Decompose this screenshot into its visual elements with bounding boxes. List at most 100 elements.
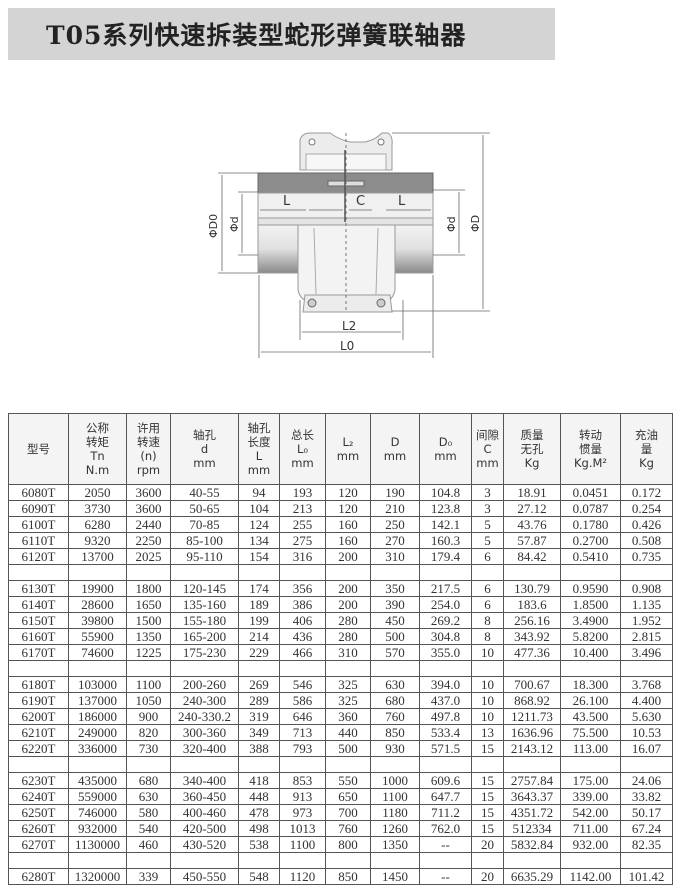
table-cell: 0.908	[620, 580, 673, 597]
column-header-line: L	[255, 449, 263, 463]
column-header: 转动 惯量 Kg.M²	[560, 413, 621, 485]
table-cell: 730	[126, 740, 171, 757]
column-header: 总长 L₀ mm	[279, 413, 326, 485]
table-cell: 450	[370, 612, 420, 629]
table-cell: 586	[279, 692, 326, 709]
table-cell: 142.1	[419, 516, 472, 533]
model-cell: 6080T	[8, 484, 69, 501]
table-cell: 200	[325, 596, 371, 613]
table-cell: 190	[370, 484, 420, 501]
empty-cell	[419, 852, 472, 869]
table-cell: 680	[370, 692, 420, 709]
table-cell: 2.815	[620, 628, 673, 645]
model-cell: 6250T	[8, 804, 69, 821]
table-cell: 155-180	[170, 612, 239, 629]
column-header-line: Kg.M²	[573, 456, 608, 470]
table-cell: 200-260	[170, 676, 239, 693]
table-cell: 103000	[68, 676, 127, 693]
column-header-line: Kg	[524, 456, 540, 470]
column-header: L₂ mm	[325, 413, 371, 485]
table-cell: 336000	[68, 740, 127, 757]
table-cell: 930	[370, 740, 420, 757]
empty-cell	[620, 564, 673, 581]
right-hub	[394, 224, 434, 274]
table-cell: 360	[325, 708, 371, 725]
table-cell: 43.500	[560, 708, 621, 725]
column-header-line: 许用	[137, 421, 160, 435]
column-header: 轴孔 d mm	[170, 413, 239, 485]
table-cell: 3.496	[620, 644, 673, 661]
column-header-line: mm	[291, 456, 314, 470]
column-header-line: N.m	[85, 463, 110, 477]
table-cell: 70-85	[170, 516, 239, 533]
column-header-line: mm	[434, 449, 457, 463]
empty-cell	[8, 756, 69, 773]
table-cell: 19900	[68, 580, 127, 597]
table-cell: 3.768	[620, 676, 673, 693]
table-cell: 55900	[68, 628, 127, 645]
table-cell: 2757.84	[503, 772, 561, 789]
table-cell: 0.5410	[560, 548, 621, 565]
table-cell: 339.00	[560, 788, 621, 805]
model-cell: 6210T	[8, 724, 69, 741]
table-cell: 932.00	[560, 836, 621, 853]
empty-cell	[503, 852, 561, 869]
page-title: T05系列快速拆装型蛇形弹簧联轴器	[46, 21, 467, 50]
table-cell: 1100	[279, 836, 326, 853]
table-cell: 4351.72	[503, 804, 561, 821]
empty-cell	[620, 852, 673, 869]
table-cell: 853	[279, 772, 326, 789]
table-cell: 630	[126, 788, 171, 805]
table-cell: 900	[126, 708, 171, 725]
table-cell: 217.5	[419, 580, 472, 597]
table-row: 6080T 2050 3600 40-55 94 193 120 190 104.8 3 18.91…	[8, 484, 673, 501]
table-cell: 74600	[68, 644, 127, 661]
table-cell: 3600	[126, 500, 171, 517]
table-row: 6270T 1130000 460 430-520 538 1100 800 1350 -- 20…	[8, 836, 673, 853]
empty-cell	[471, 660, 504, 677]
table-cell: 8	[471, 612, 504, 629]
empty-cell	[279, 756, 326, 773]
model-cell: 6110T	[8, 532, 69, 549]
spacer-row	[8, 660, 673, 677]
empty-cell	[8, 852, 69, 869]
model-cell: 6260T	[8, 820, 69, 837]
empty-cell	[68, 564, 127, 581]
table-cell: 2050	[68, 484, 127, 501]
table-cell: 104	[238, 500, 280, 517]
empty-cell	[279, 852, 326, 869]
column-header-line: D	[390, 435, 400, 449]
table-cell: 255	[279, 516, 326, 533]
empty-cell	[503, 756, 561, 773]
table-cell: 340-400	[170, 772, 239, 789]
table-cell: 394.0	[419, 676, 472, 693]
dim-label-L2: L2	[342, 319, 356, 333]
table-cell: 10	[471, 676, 504, 693]
column-header-line: L₀	[296, 442, 309, 456]
table-cell: 571.5	[419, 740, 472, 757]
column-header: 质量 无孔 Kg	[503, 413, 561, 485]
table-cell: 2025	[126, 548, 171, 565]
column-header-line: Tn	[90, 449, 105, 463]
table-cell: 713	[279, 724, 326, 741]
table-cell: 0.0451	[560, 484, 621, 501]
empty-cell	[560, 852, 621, 869]
table-cell: 1800	[126, 580, 171, 597]
table-cell: 175-230	[170, 644, 239, 661]
empty-cell	[126, 660, 171, 677]
column-header-line: 质量	[520, 428, 544, 442]
table-row: 6190T 137000 1050 240-300 289 586 325 680 437.0 1…	[8, 692, 673, 709]
table-cell: 435000	[68, 772, 127, 789]
table-cell: 270	[370, 532, 420, 549]
table-cell: 1450	[370, 868, 420, 885]
table-cell: 9320	[68, 532, 127, 549]
empty-cell	[620, 756, 673, 773]
table-cell: 20	[471, 836, 504, 853]
table-cell: 1636.96	[503, 724, 561, 741]
table-cell: 16.07	[620, 740, 673, 757]
table-cell: 120	[325, 484, 371, 501]
table-cell: 5832.84	[503, 836, 561, 853]
table-cell: 289	[238, 692, 280, 709]
dim-label-L-left: L	[283, 194, 291, 209]
column-header: 充油量 Kg	[620, 413, 673, 485]
